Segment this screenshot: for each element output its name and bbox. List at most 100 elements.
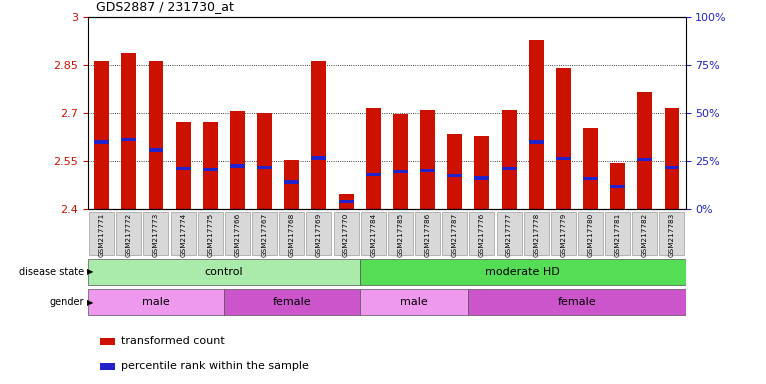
- Text: GSM217772: GSM217772: [126, 212, 132, 257]
- Bar: [339, 194, 354, 209]
- Bar: [611, 185, 625, 189]
- Bar: [100, 363, 115, 370]
- Bar: [583, 127, 598, 209]
- Bar: [556, 157, 571, 160]
- FancyBboxPatch shape: [578, 212, 603, 255]
- Text: control: control: [205, 266, 243, 277]
- Bar: [94, 141, 109, 144]
- Bar: [203, 168, 218, 171]
- FancyBboxPatch shape: [360, 259, 686, 285]
- Bar: [257, 166, 272, 169]
- Bar: [100, 338, 115, 345]
- Text: male: male: [400, 297, 428, 308]
- Text: GSM217770: GSM217770: [343, 212, 349, 257]
- Text: moderate HD: moderate HD: [485, 266, 560, 277]
- Text: GSM217771: GSM217771: [99, 212, 105, 257]
- FancyBboxPatch shape: [116, 212, 141, 255]
- Bar: [230, 111, 245, 209]
- Text: ▶: ▶: [87, 298, 93, 307]
- FancyBboxPatch shape: [605, 212, 630, 255]
- FancyBboxPatch shape: [88, 290, 224, 315]
- FancyBboxPatch shape: [224, 290, 360, 315]
- Bar: [94, 61, 109, 209]
- FancyBboxPatch shape: [524, 212, 548, 255]
- FancyBboxPatch shape: [171, 212, 195, 255]
- Text: GSM217785: GSM217785: [398, 212, 404, 257]
- Text: GSM217767: GSM217767: [262, 212, 267, 257]
- Text: GSM217787: GSM217787: [452, 212, 458, 257]
- FancyBboxPatch shape: [334, 212, 358, 255]
- Bar: [393, 114, 408, 209]
- FancyBboxPatch shape: [88, 259, 360, 285]
- Bar: [474, 176, 489, 179]
- Bar: [502, 167, 516, 170]
- FancyBboxPatch shape: [496, 212, 522, 255]
- Bar: [149, 149, 163, 152]
- Text: ▶: ▶: [87, 267, 93, 276]
- Bar: [447, 134, 462, 209]
- Bar: [637, 158, 653, 161]
- Bar: [420, 110, 435, 209]
- FancyBboxPatch shape: [388, 212, 413, 255]
- Text: GSM217780: GSM217780: [588, 212, 594, 257]
- Text: GSM217773: GSM217773: [153, 212, 159, 257]
- Bar: [257, 113, 272, 209]
- Bar: [611, 163, 625, 209]
- Bar: [529, 141, 544, 144]
- FancyBboxPatch shape: [252, 212, 277, 255]
- Bar: [339, 200, 354, 203]
- FancyBboxPatch shape: [442, 212, 467, 255]
- Bar: [284, 180, 300, 184]
- Bar: [665, 109, 679, 209]
- Text: GSM217782: GSM217782: [642, 212, 648, 257]
- Text: GSM217766: GSM217766: [234, 212, 241, 257]
- Bar: [583, 177, 598, 180]
- Text: female: female: [558, 297, 596, 308]
- Text: disease state: disease state: [19, 266, 84, 277]
- Bar: [121, 53, 136, 209]
- FancyBboxPatch shape: [660, 212, 685, 255]
- Text: GSM217776: GSM217776: [479, 212, 485, 257]
- FancyBboxPatch shape: [143, 212, 169, 255]
- Bar: [366, 173, 381, 176]
- Bar: [230, 164, 245, 168]
- FancyBboxPatch shape: [415, 212, 440, 255]
- FancyBboxPatch shape: [89, 212, 114, 255]
- Bar: [420, 169, 435, 172]
- FancyBboxPatch shape: [280, 212, 304, 255]
- Text: GSM217786: GSM217786: [424, 212, 430, 257]
- Bar: [393, 170, 408, 173]
- FancyBboxPatch shape: [633, 212, 657, 255]
- Bar: [203, 122, 218, 209]
- FancyBboxPatch shape: [225, 212, 250, 255]
- Text: male: male: [142, 297, 170, 308]
- Bar: [665, 166, 679, 169]
- FancyBboxPatch shape: [551, 212, 576, 255]
- Text: GDS2887 / 231730_at: GDS2887 / 231730_at: [96, 0, 234, 13]
- Text: GSM217769: GSM217769: [316, 212, 322, 257]
- Text: GSM217781: GSM217781: [614, 212, 620, 257]
- Text: female: female: [273, 297, 311, 308]
- Bar: [312, 157, 326, 160]
- Text: GSM217777: GSM217777: [506, 212, 512, 257]
- Text: GSM217768: GSM217768: [289, 212, 295, 257]
- Text: gender: gender: [50, 297, 84, 308]
- Bar: [637, 93, 653, 209]
- FancyBboxPatch shape: [360, 290, 468, 315]
- Text: percentile rank within the sample: percentile rank within the sample: [121, 361, 309, 371]
- Bar: [149, 61, 163, 209]
- Bar: [175, 167, 191, 170]
- Bar: [529, 40, 544, 209]
- Text: GSM217783: GSM217783: [669, 212, 675, 257]
- Bar: [284, 161, 300, 209]
- Text: transformed count: transformed count: [121, 336, 224, 346]
- Text: GSM217784: GSM217784: [370, 212, 376, 257]
- Text: GSM217778: GSM217778: [533, 212, 539, 257]
- Bar: [474, 136, 489, 209]
- Bar: [556, 68, 571, 209]
- Bar: [121, 138, 136, 141]
- Bar: [447, 174, 462, 177]
- FancyBboxPatch shape: [470, 212, 494, 255]
- Text: GSM217775: GSM217775: [208, 212, 213, 257]
- Bar: [175, 122, 191, 209]
